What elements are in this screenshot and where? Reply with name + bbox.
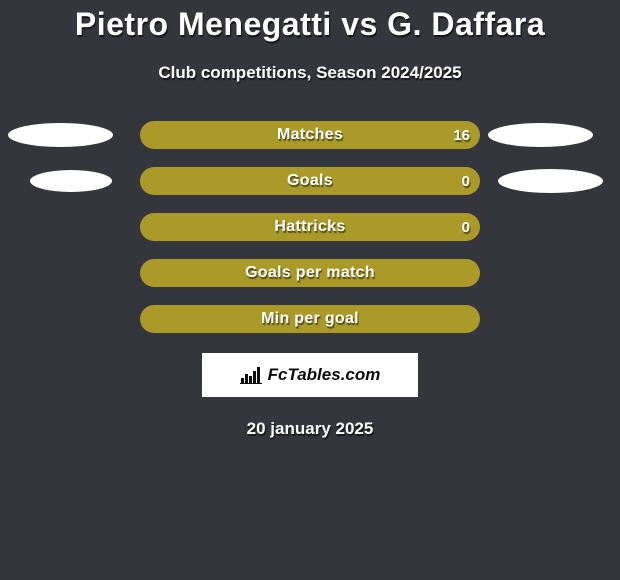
stat-row: Hattricks 0 (0, 213, 620, 241)
stat-row: Goals per match (0, 259, 620, 287)
credit-text: FcTables.com (268, 365, 381, 385)
stat-value: 0 (462, 219, 470, 236)
stat-label: Hattricks (274, 218, 345, 236)
left-ellipse (30, 170, 112, 192)
comparison-infographic: Pietro Menegatti vs G. Daffara Club comp… (0, 0, 620, 580)
stat-value: 16 (453, 127, 470, 144)
stat-label: Matches (277, 126, 343, 144)
barchart-icon (240, 366, 262, 384)
stat-label: Goals (287, 172, 333, 190)
stat-bar: Goals per match (140, 259, 480, 287)
stat-row: Min per goal (0, 305, 620, 333)
stat-row: Matches 16 (0, 121, 620, 149)
stat-label: Min per goal (261, 310, 359, 328)
stat-bar: Hattricks 0 (140, 213, 480, 241)
stat-rows: Matches 16 Goals 0 Hattricks 0 Goals per match… (0, 121, 620, 333)
footer-date: 20 january 2025 (0, 419, 620, 439)
right-ellipse (498, 169, 603, 193)
stat-label: Goals per match (245, 264, 375, 282)
stat-bar: Matches 16 (140, 121, 480, 149)
left-ellipse (8, 123, 113, 147)
page-subtitle: Club competitions, Season 2024/2025 (0, 63, 620, 83)
credit-badge: FcTables.com (202, 353, 418, 397)
page-title: Pietro Menegatti vs G. Daffara (0, 0, 620, 43)
right-ellipse (488, 123, 593, 147)
stat-value: 0 (462, 173, 470, 190)
stat-row: Goals 0 (0, 167, 620, 195)
stat-bar: Min per goal (140, 305, 480, 333)
stat-bar: Goals 0 (140, 167, 480, 195)
